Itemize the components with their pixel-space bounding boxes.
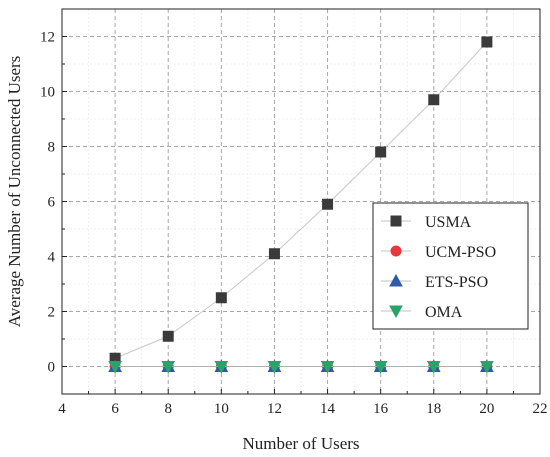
y-tick-label: 2 [48,305,56,321]
y-tick-label: 8 [48,140,56,156]
data-point-usma [481,36,493,48]
series-line-usma [114,41,488,359]
legend-label: USMA [425,214,472,231]
data-point-oma [426,361,441,374]
data-point-oma [161,361,176,374]
data-point-oma [320,361,335,374]
data-point-usma [268,248,280,260]
legend-item-oma: OMA [381,304,463,321]
data-point-oma [214,361,229,374]
series-oma [108,361,494,374]
y-tick-label: 12 [40,30,55,46]
data-point-oma [480,361,494,374]
data-point-oma [373,361,388,374]
legend-marker [390,245,402,257]
x-axis-title: Number of Users [242,434,359,453]
x-tick-label: 10 [214,401,229,417]
legend-label: UCM-PSO [425,244,496,261]
grid-lines [62,9,540,395]
data-point-usma [322,198,334,210]
legend-label: OMA [425,304,463,321]
y-tick-label: 10 [40,85,55,101]
axis-ticks: 4 6 8 10 12 14 16 18 20 22 0 2 4 6 8 10 12 [40,30,548,418]
x-tick-label: 4 [58,401,66,417]
data-point-usma [162,330,174,342]
x-tick-label: 12 [267,401,282,417]
y-tick-label: 0 [48,360,56,376]
legend-marker [389,305,403,319]
legend-item-ets-pso: ETS-PSO [381,273,488,291]
data-point-oma [267,361,282,374]
data-point-usma [428,94,440,106]
legend-item-ucm-pso: UCM-PSO [381,244,496,261]
legend-marker [389,273,403,287]
x-tick-label: 16 [373,401,389,417]
data-point-usma [375,146,387,158]
x-tick-label: 18 [426,401,441,417]
legend: USMA UCM-PSO ETS-PSO OMA [372,202,529,330]
x-tick-label: 22 [533,401,548,417]
legend-marker [390,215,402,227]
data-point-usma [215,292,227,304]
y-tick-label: 4 [48,250,56,266]
y-axis-title: Average Number of Unconnected Users [5,56,24,328]
x-tick-label: 8 [164,401,172,417]
series-usma [109,36,493,364]
x-tick-label: 20 [479,401,494,417]
legend-label: ETS-PSO [425,274,488,291]
x-tick-label: 6 [111,401,119,417]
y-tick-label: 6 [48,195,56,211]
data-point-oma [108,361,122,374]
x-tick-label: 14 [320,401,336,417]
legend-item-usma: USMA [381,214,472,231]
series-layer [108,36,494,374]
